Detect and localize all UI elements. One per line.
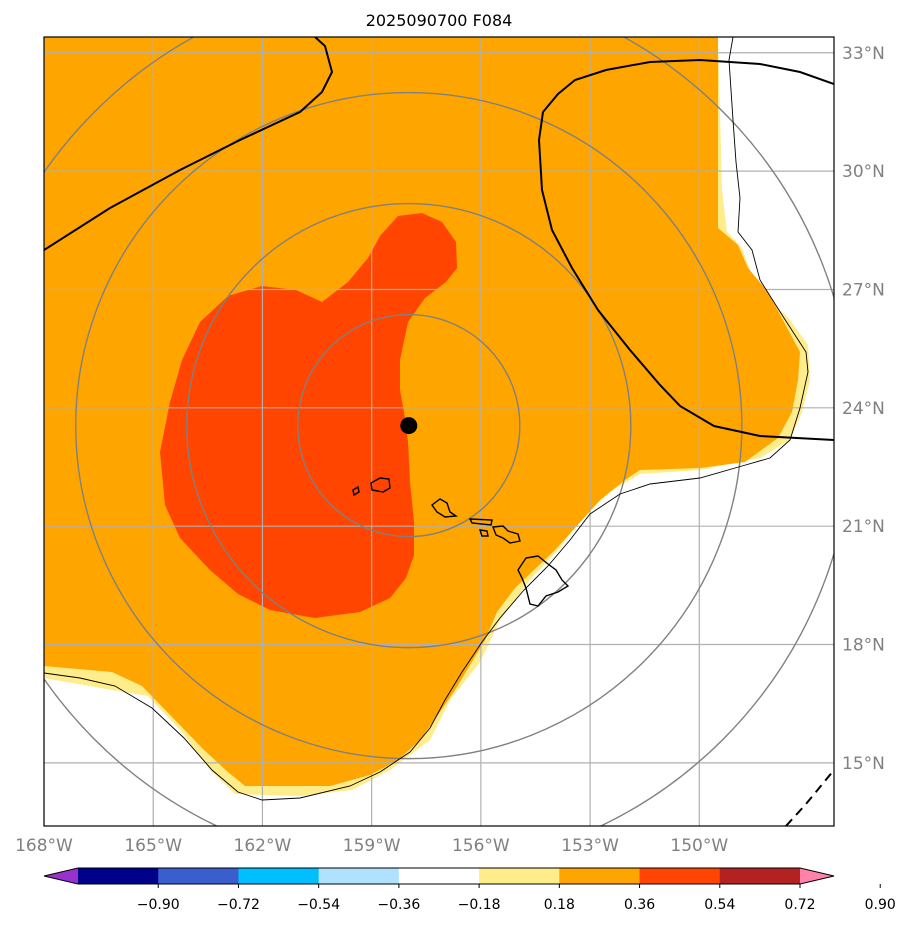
longitude-label-2: 162°W (234, 836, 292, 856)
colorbar-tick-label-1: −0.72 (217, 897, 260, 913)
island-niihau (352, 485, 360, 497)
longitude-label-0: 168°W (15, 836, 73, 856)
range-ring-2 (75, 91, 743, 760)
colorbar-tick-label-0: −0.90 (137, 897, 180, 913)
longitude-label-5: 153°W (561, 836, 619, 856)
colorbar-tick-labels: −0.90 −0.72 −0.54 −0.36 −0.18 0.18 0.36 0.54 0.7… (137, 884, 896, 913)
longitude-label-3: 159°W (343, 836, 401, 856)
longitude-labels: 168°W 165°W 162°W 159°W 156°W 153°W 150°W (15, 836, 728, 856)
island-molokai (468, 518, 493, 526)
storm-center-marker (400, 417, 418, 435)
map-area (44, 37, 834, 826)
graticule (44, 37, 834, 826)
colorbar-swatch-7 (639, 868, 721, 884)
colorbar-extend-min (44, 868, 78, 884)
colorbar-swatch-4 (398, 868, 480, 884)
contour-line-northwest (44, 37, 334, 251)
latitude-label-2: 27°N (842, 280, 885, 300)
latitude-label-1: 30°N (842, 162, 885, 182)
island-hawaii (517, 555, 570, 607)
island-kauai (370, 477, 391, 493)
latitude-label-3: 24°N (842, 399, 885, 419)
colorbar-tick-label-2: −0.54 (297, 897, 340, 913)
colorbar-tick-label-9: 0.90 (865, 897, 896, 913)
colorbar-extend-max (800, 868, 834, 884)
coastline-edge-right (44, 37, 809, 801)
range-rings (44, 37, 834, 826)
colorbar-outline (43, 867, 835, 885)
colorbar-swatch-1 (158, 868, 239, 884)
colorbar-tick-label-4: −0.18 (458, 897, 501, 913)
colorbar-tick-label-3: −0.36 (377, 897, 420, 913)
hawaiian-islands (352, 477, 570, 607)
colorbar-swatch-5 (479, 868, 560, 884)
colorbar-tick-label-5: 0.18 (544, 897, 575, 913)
island-oahu (431, 498, 459, 518)
latitude-label-6: 15°N (842, 754, 885, 774)
contour-fill-0p36 (44, 37, 800, 786)
colorbar (43, 867, 835, 885)
contour-fill-0p54 (160, 213, 457, 618)
longitude-label-6: 150°W (670, 836, 728, 856)
colorbar-tick-label-8: 0.72 (784, 897, 815, 913)
latitude-label-0: 33°N (842, 44, 885, 64)
range-ring-1 (186, 202, 632, 649)
range-ring-0 (297, 313, 521, 538)
colorbar-tick-label-7: 0.54 (704, 897, 735, 913)
longitude-label-4: 156°W (452, 836, 510, 856)
longitude-label-1: 165°W (124, 836, 182, 856)
map-title: 2025090700 F084 (366, 11, 513, 30)
latitude-label-5: 18°N (842, 636, 885, 656)
latitude-label-4: 21°N (842, 517, 885, 537)
contour-line-northeast-high (537, 58, 834, 441)
island-maui (492, 525, 521, 544)
colorbar-swatch-8 (719, 868, 801, 884)
map-frame (43, 36, 835, 827)
colorbar-tick-label-6: 0.36 (624, 897, 655, 913)
colorbar-swatch-3 (318, 868, 400, 884)
latitude-labels: 33°N 30°N 27°N 24°N 21°N 18°N 15°N (842, 44, 885, 774)
island-lanai (478, 529, 489, 537)
colorbar-swatch-2 (238, 868, 320, 884)
colorbar-swatch-6 (559, 868, 641, 884)
colorbar-swatch-0 (78, 868, 159, 884)
